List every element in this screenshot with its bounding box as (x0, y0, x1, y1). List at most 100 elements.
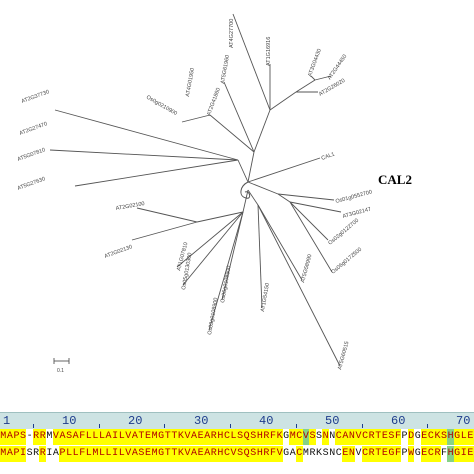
residue: A (131, 429, 139, 445)
phylogenetic-tree: AT4G27700 AT1G16916 AT3G04430 AT2G44450 … (17, 13, 412, 374)
sequence-alignment: 1 10 20 30 40 50 60 70 MAPS-RRMVASAFLLLA… (0, 404, 474, 474)
residue: C (361, 446, 369, 462)
ruler-tick (230, 424, 231, 428)
residue: E (381, 429, 389, 445)
residue: N (348, 446, 356, 462)
residue: G (414, 446, 421, 462)
residue: E (421, 446, 428, 462)
leaf-label: Os0g0210900 (145, 95, 178, 117)
residue: T (374, 446, 382, 462)
branch (247, 157, 321, 183)
branch (277, 193, 291, 203)
residue: C (427, 429, 435, 445)
residue: G (282, 429, 290, 445)
residue: A (289, 446, 297, 462)
residue: M (0, 429, 7, 445)
ruler-number: 1 (3, 414, 11, 428)
residue: G (453, 446, 461, 462)
residue: N (322, 429, 329, 445)
residue: E (467, 446, 474, 462)
residue: H (447, 446, 454, 462)
residue: V (184, 429, 191, 445)
ruler-tick (33, 424, 34, 428)
residue: R (263, 446, 270, 462)
ruler-tick (99, 424, 100, 428)
branch (209, 114, 255, 153)
leaf-label: AT3G04430 (307, 48, 323, 78)
residue: N (328, 429, 336, 445)
leaf-label: AT5G60515 (337, 341, 350, 371)
leaf-label: AT2G37730 (21, 89, 51, 105)
branch (289, 201, 342, 213)
residue: V (302, 429, 310, 445)
residue: F (78, 429, 86, 445)
residue: L (98, 429, 106, 445)
residue: K (276, 429, 283, 445)
residue: I (46, 446, 53, 462)
leaf-label: Os01g0552700 (335, 189, 373, 205)
leaf-label: AT2G02100 (115, 201, 145, 212)
residue: T (138, 429, 145, 445)
residue: P (13, 446, 20, 462)
residue: V (184, 446, 191, 462)
highlighted-gene-label: CAL2 (378, 172, 412, 187)
branch (257, 204, 263, 309)
residue: H (256, 446, 264, 462)
residue: S (249, 446, 257, 462)
residue: R (32, 429, 40, 445)
sequence-row: MAPISRRIAPLLFLMLLILVASEMGTTKVAEARHCVSQSH… (0, 446, 474, 462)
branch (232, 13, 271, 111)
scale-bar: 0.1 (53, 358, 70, 374)
residue: F (394, 429, 402, 445)
residue: E (144, 446, 152, 462)
residue: A (131, 446, 139, 462)
residue: I (111, 429, 119, 445)
residue: R (210, 446, 218, 462)
residue: C (361, 429, 369, 445)
residue: S (388, 429, 395, 445)
residue: E (342, 446, 349, 462)
leaf-label: AT5G58990 (300, 254, 313, 284)
residue: S (309, 429, 316, 445)
residue: S (26, 446, 33, 462)
leaf-label: AT3G02147 (342, 207, 372, 220)
residue: L (460, 429, 468, 445)
leaf-label: AT2G27470 (19, 121, 49, 137)
residue: V (355, 429, 362, 445)
residue: R (368, 446, 375, 462)
residue: Q (243, 429, 250, 445)
leaf-label: AT2G41860 (206, 87, 222, 117)
branch (242, 189, 249, 213)
residue: V (355, 446, 362, 462)
residue: V (124, 446, 132, 462)
residue: T (171, 429, 178, 445)
residue: P (59, 446, 66, 462)
residue: G (282, 446, 290, 462)
residue: G (453, 429, 461, 445)
branch (247, 189, 259, 206)
residue: C (335, 429, 343, 445)
residue: C (223, 429, 231, 445)
ruler-number: 20 (128, 414, 143, 428)
leaf-label: AT1G54150 (260, 282, 271, 312)
residue: A (190, 429, 198, 445)
scale-bar-label: 0.1 (57, 368, 64, 374)
branch (49, 149, 239, 161)
leaf-label: CAL1 (321, 152, 336, 162)
residue: H (256, 429, 264, 445)
residue: S (322, 446, 329, 462)
residue: C (335, 446, 343, 462)
residue: E (197, 446, 204, 462)
residue: C (427, 446, 435, 462)
residue: S (236, 446, 244, 462)
residue: R (368, 429, 375, 445)
residue: R (39, 446, 47, 462)
residue: Q (243, 446, 250, 462)
residue: H (217, 429, 224, 445)
residue: S (236, 429, 244, 445)
leaf-label: AT5G61960 (220, 54, 231, 84)
branch (310, 75, 316, 81)
leaf-label: AT4G27700 (229, 19, 235, 48)
residue: V (230, 446, 237, 462)
ruler-tick (296, 424, 297, 428)
